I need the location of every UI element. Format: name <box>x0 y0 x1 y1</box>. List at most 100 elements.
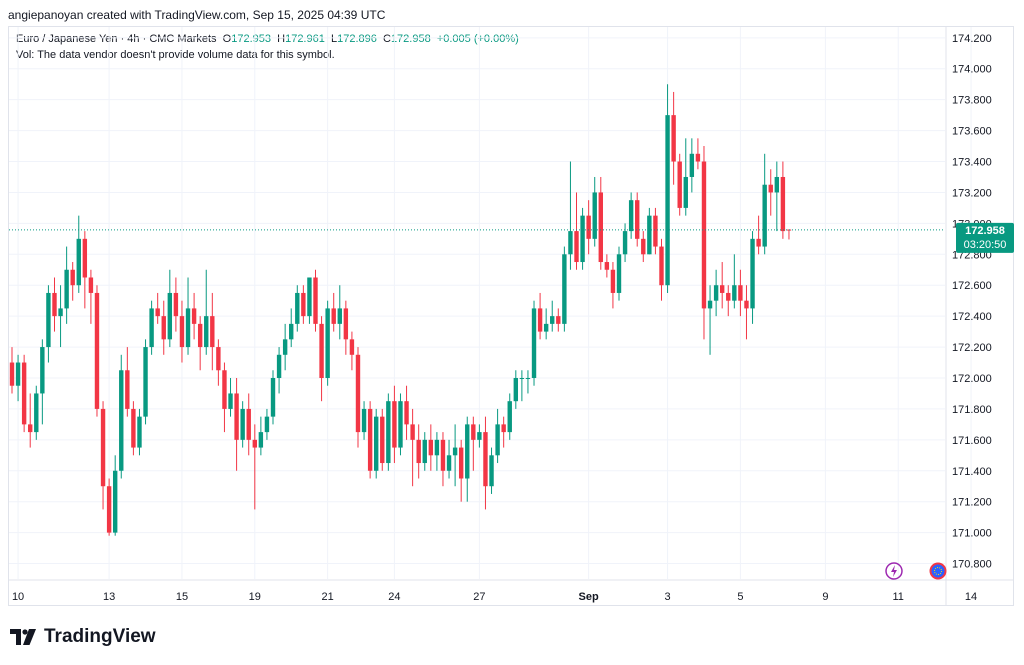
candle-body <box>94 292 100 409</box>
candle-body <box>641 238 646 255</box>
candle <box>70 262 75 301</box>
candle-body <box>331 308 336 324</box>
candle-body <box>416 439 421 464</box>
candle <box>289 308 294 348</box>
candle <box>719 262 725 309</box>
candles-layer <box>9 84 792 536</box>
candle-body <box>167 292 173 340</box>
candle-body <box>9 362 15 386</box>
candle-body <box>398 401 403 448</box>
candle-body <box>264 416 270 433</box>
candle-body <box>531 308 537 378</box>
candle-body <box>647 215 652 255</box>
price-tick-label: 171.600 <box>952 435 992 447</box>
candle-body <box>143 347 148 417</box>
candle <box>131 401 136 456</box>
candle-body <box>185 308 191 348</box>
candle <box>604 254 610 278</box>
price-tick-label: 171.800 <box>952 404 992 416</box>
price-tick-label: 172.000 <box>952 373 992 385</box>
price-tick-label: 173.800 <box>952 95 992 107</box>
candle-body <box>374 416 379 471</box>
candle-body <box>622 231 628 255</box>
candle <box>495 408 500 464</box>
candle <box>155 292 160 324</box>
candle <box>756 215 761 255</box>
candle-body <box>380 416 385 464</box>
symbol-name[interactable]: Euro / Japanese Yen · 4h · CMC Markets <box>16 33 217 45</box>
candle <box>410 408 415 487</box>
candle <box>683 138 688 216</box>
candle <box>143 339 148 425</box>
candle-body <box>519 377 525 379</box>
candle-body <box>173 292 179 317</box>
candle-body <box>738 285 743 301</box>
candle <box>689 138 695 193</box>
candle-body <box>161 316 166 340</box>
candle <box>64 246 69 324</box>
time-tick-label: 11 <box>893 591 904 603</box>
candle-body <box>762 184 767 247</box>
chart-frame <box>8 26 1014 606</box>
low-label: L <box>330 33 338 45</box>
time-tick-label: 14 <box>965 591 977 603</box>
candle-body <box>744 300 749 309</box>
candle <box>319 316 324 402</box>
candle <box>15 354 21 402</box>
candle-body <box>446 455 452 471</box>
candle <box>707 285 713 355</box>
candle <box>258 416 264 456</box>
eu-flag-icon[interactable] <box>929 562 947 580</box>
candle-body <box>361 408 367 433</box>
candle-body <box>671 115 676 162</box>
candle <box>94 285 100 417</box>
time-tick-label: 5 <box>737 591 743 603</box>
candle <box>58 285 63 348</box>
candle <box>622 223 628 263</box>
candle-body <box>659 246 664 286</box>
candle-body <box>695 153 701 162</box>
candle <box>52 277 57 332</box>
brand-name: TradingView <box>44 626 156 647</box>
candle-body <box>70 269 75 286</box>
candle-body <box>525 377 531 379</box>
candle-body <box>440 439 446 471</box>
candle-body <box>137 416 142 448</box>
candle <box>713 269 719 317</box>
candle <box>501 416 506 448</box>
candle <box>659 238 664 301</box>
candle <box>550 300 555 332</box>
candle <box>270 370 276 425</box>
candle-body <box>119 370 124 471</box>
time-tick-label: 15 <box>176 591 188 603</box>
candle-body <box>246 408 251 440</box>
candle <box>337 285 342 340</box>
candle-body <box>616 254 622 293</box>
candle-body <box>428 439 434 456</box>
candle <box>295 285 300 332</box>
lightning-icon[interactable] <box>885 562 903 580</box>
candle <box>106 478 112 536</box>
candle <box>531 300 537 386</box>
candle-body <box>88 277 94 293</box>
candle <box>537 292 543 340</box>
candle-body <box>319 323 324 378</box>
price-tick-label: 172.200 <box>952 342 992 354</box>
candle <box>750 231 755 324</box>
candle-body <box>307 277 312 317</box>
price-tick-label: 173.600 <box>952 126 992 138</box>
candle-body <box>604 262 610 270</box>
candle-body <box>149 308 154 348</box>
last-price-tag[interactable]: 172.958 03:20:50 <box>956 222 1014 253</box>
candle <box>191 292 197 340</box>
candle <box>586 200 591 255</box>
candle <box>519 370 525 402</box>
candle-body <box>216 347 221 371</box>
candle-body <box>568 231 573 255</box>
candle-body <box>501 424 506 433</box>
high-label: H <box>277 33 286 45</box>
candle-body <box>258 432 264 448</box>
candle <box>252 424 257 510</box>
candle <box>738 269 743 317</box>
